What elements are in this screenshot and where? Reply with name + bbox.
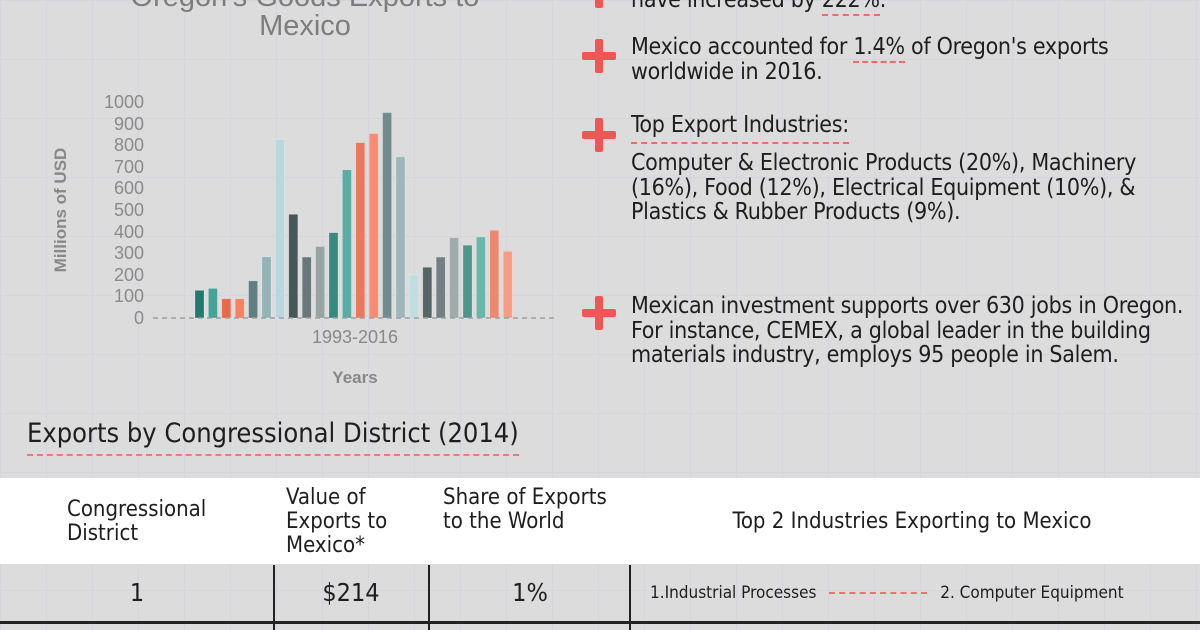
dashed-connector	[829, 592, 928, 594]
bar-2010	[422, 266, 433, 319]
header-value: Value of Exports to Mexico*	[286, 485, 388, 558]
plus-icon	[582, 0, 616, 8]
y-tick-label: 200	[113, 264, 144, 285]
bar-2002	[315, 246, 325, 319]
bar-2015	[489, 230, 500, 319]
cell-share: 1%	[512, 578, 548, 607]
bar-2001	[301, 256, 312, 319]
fact-share: Mexico accounted for 1.4% of Oregon's ex…	[631, 34, 1109, 85]
bar-1993	[194, 290, 205, 319]
y-tick-label: 400	[113, 221, 144, 242]
y-tick-label: 700	[113, 156, 144, 177]
header-district: Congressional District	[67, 497, 207, 546]
y-tick-label: 300	[113, 243, 144, 264]
bar-1996	[234, 298, 245, 319]
cell-industries: 1.Industrial Processes 2. Computer Equip…	[650, 565, 1124, 621]
bar-2006	[368, 133, 379, 319]
y-tick-label: 0	[133, 308, 144, 328]
x-tick-label: 1993-2016	[311, 327, 399, 347]
bar-2007	[382, 112, 392, 319]
fact-industries-body: Computer & Electronic Products (20%), Ma…	[631, 150, 1137, 225]
y-tick-label: 100	[113, 286, 144, 307]
bar-2004	[342, 169, 352, 319]
plus-icon	[582, 39, 616, 73]
industry-2: 2. Computer Equipment	[940, 583, 1124, 603]
bar-2003	[328, 232, 339, 319]
bar-2009	[409, 274, 419, 319]
bar-2016	[502, 250, 513, 319]
bar-1999	[275, 139, 285, 319]
fact-investment: Mexican investment supports over 630 job…	[631, 293, 1184, 368]
bar-1994	[208, 288, 218, 319]
bar-1997	[248, 280, 258, 319]
y-tick-label: 900	[113, 113, 144, 134]
column-divider	[629, 565, 631, 630]
y-tick-label: 500	[113, 200, 144, 220]
chart-title-line2: Mexico	[259, 10, 351, 42]
bar-2000	[288, 214, 299, 319]
header-industries: Top 2 Industries Exporting to Mexico	[732, 509, 1092, 534]
cell-value: $214	[322, 578, 380, 607]
header-share: Share of Exports to the World	[443, 485, 607, 534]
column-divider	[428, 565, 430, 630]
bar-2012	[449, 237, 459, 319]
section-title: Exports by Congressional District (2014)	[27, 418, 519, 456]
bar-1998	[261, 256, 272, 319]
bar-2011	[435, 256, 446, 319]
plus-icon	[582, 118, 616, 152]
plus-icon	[582, 296, 616, 330]
y-tick-label: 1000	[103, 92, 144, 112]
chart-title-line1: Oregon's Goods Exports to	[45, 0, 565, 14]
bar-2005	[355, 142, 366, 319]
bar-1995	[221, 298, 232, 319]
bar-chart	[153, 112, 556, 319]
bar-2014	[476, 236, 486, 319]
y-tick-label: 600	[113, 178, 144, 199]
y-tick-label: 800	[113, 135, 144, 156]
table-header: Congressional District Value of Exports …	[0, 478, 1200, 564]
x-axis-label: Years	[332, 368, 378, 387]
fact-increase: have increased by 222%.	[631, 0, 1191, 16]
column-divider	[273, 565, 275, 630]
industry-1: 1.Industrial Processes	[650, 583, 817, 603]
cell-district: 1	[129, 578, 145, 607]
fact-industries-heading: Top Export Industries:	[631, 112, 1191, 144]
table-row	[0, 565, 1200, 624]
bar-2008	[395, 156, 406, 319]
bar-2013	[462, 244, 473, 319]
